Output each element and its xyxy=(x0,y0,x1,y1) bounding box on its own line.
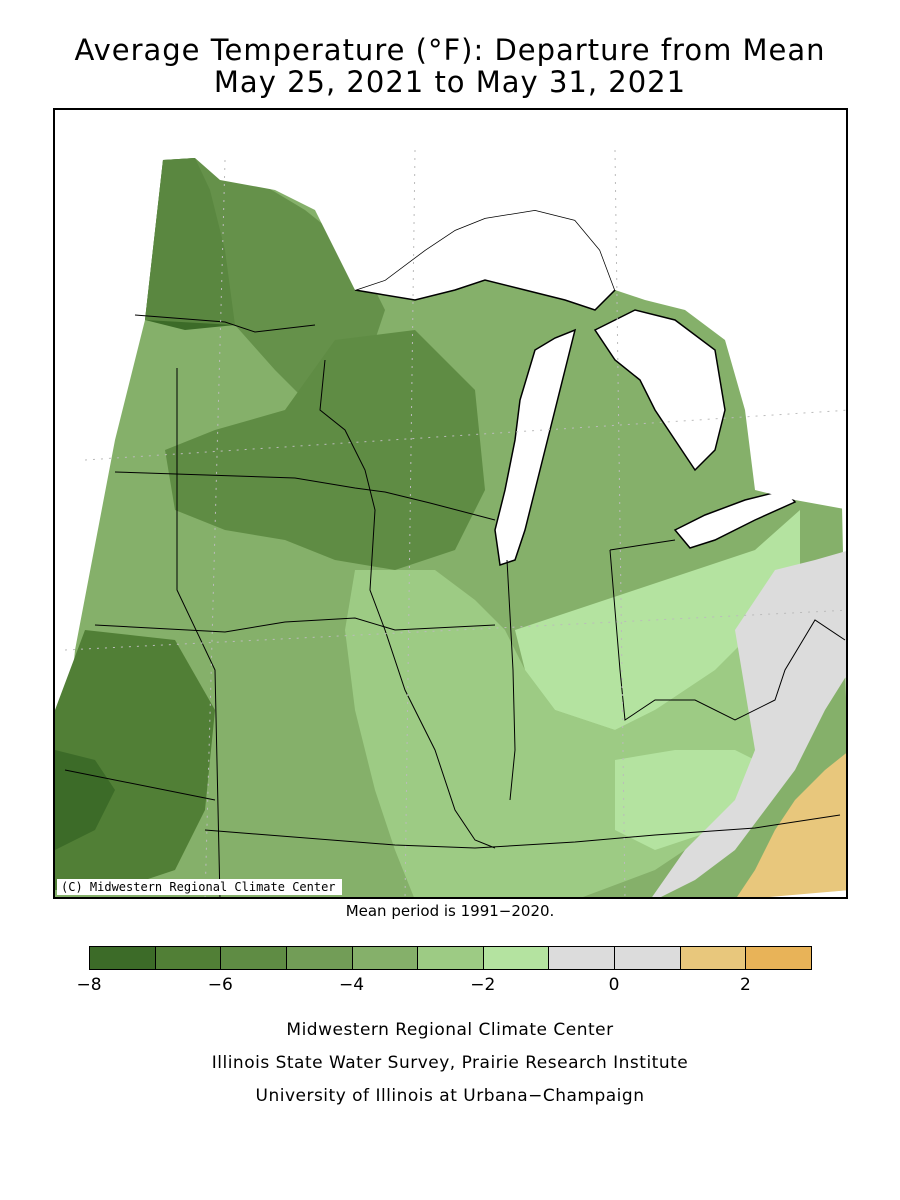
legend-swatch xyxy=(548,946,616,970)
state-borders xyxy=(64,314,846,897)
credit-line-1: Midwestern Regional Climate Center xyxy=(286,1020,614,1040)
map-title: Average Temperature (°F): Departure from… xyxy=(74,33,826,67)
canada-area xyxy=(195,110,846,510)
lake-erie xyxy=(673,489,797,549)
lake-huron xyxy=(593,309,726,472)
legend-tick-label: 0 xyxy=(608,975,620,995)
legend-tick-label: −6 xyxy=(207,975,233,995)
legend-swatch xyxy=(154,946,222,970)
legend-swatch xyxy=(679,946,747,970)
temperature-departure-map: (C) Midwestern Regional Climate Center xyxy=(53,108,848,899)
copyright-label: (C) Midwestern Regional Climate Center xyxy=(57,879,342,895)
credit-line-3: University of Illinois at Urbana−Champai… xyxy=(255,1086,645,1106)
legend-tick-label: 2 xyxy=(739,975,751,995)
zone-minus7-southwest xyxy=(55,750,115,850)
zone-minus6-central xyxy=(165,330,485,570)
map-canvas xyxy=(55,110,846,897)
mean-period-note: Mean period is 1991−2020. xyxy=(345,902,555,920)
zone-minus6-west xyxy=(145,158,385,410)
legend-tick-label: −2 xyxy=(470,975,496,995)
credit-line-2: Illinois State Water Survey, Prairie Res… xyxy=(211,1053,689,1073)
legend-swatch xyxy=(482,946,550,970)
lake-michigan xyxy=(494,328,577,566)
graticule xyxy=(64,149,846,897)
legend-swatch xyxy=(351,946,419,970)
zone-minus2-south xyxy=(615,750,775,850)
legend-swatch xyxy=(285,946,353,970)
legend-swatch xyxy=(417,946,484,970)
legend-tick-label: −8 xyxy=(76,975,102,995)
legend-swatch xyxy=(614,946,681,970)
legend-swatch xyxy=(220,946,287,970)
map-date-range: May 25, 2021 to May 31, 2021 xyxy=(213,65,687,99)
legend-swatch xyxy=(745,946,812,970)
color-legend xyxy=(89,946,812,970)
legend-tick-label: −4 xyxy=(339,975,365,995)
zone-near-normal xyxy=(652,551,846,897)
zone-plus1 xyxy=(737,753,846,897)
legend-swatch xyxy=(89,946,156,970)
